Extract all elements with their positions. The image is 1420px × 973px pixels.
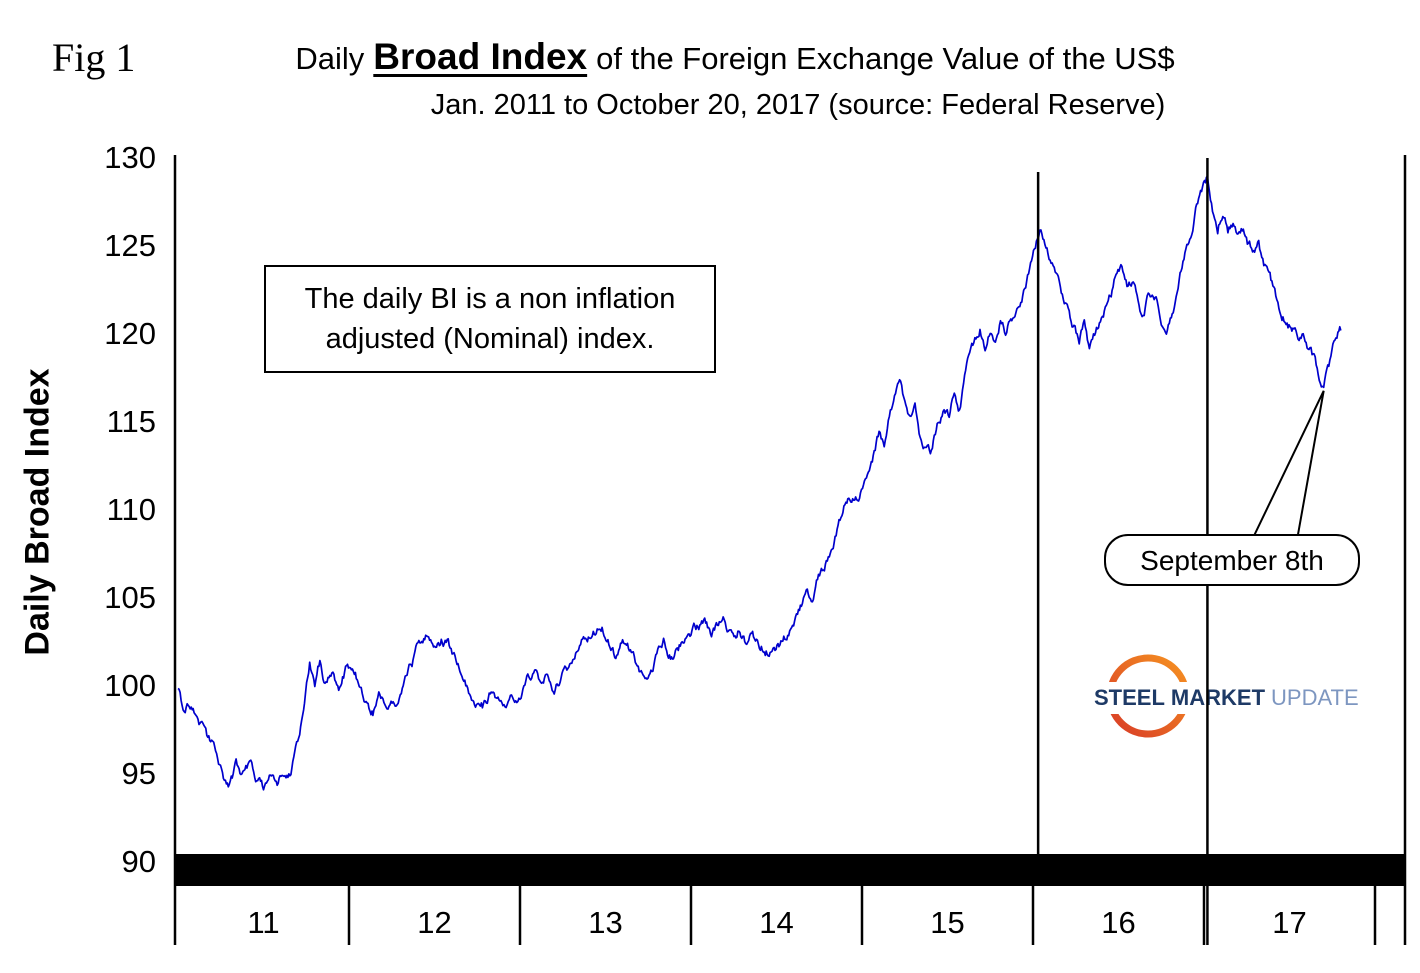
x-tick-label: 14 (759, 905, 794, 940)
x-tick-label: 11 (247, 905, 280, 940)
y-tick-label: 120 (104, 316, 156, 351)
x-tick-label: 15 (930, 905, 965, 940)
logo-word-update: UPDATE (1271, 685, 1359, 710)
note-annotation-box: The daily BI is a non inflation adjusted… (264, 265, 716, 374)
y-tick-label: 110 (106, 492, 156, 527)
y-tick-label: 105 (104, 580, 156, 615)
logo-word-steel: STEEL (1094, 685, 1165, 710)
y-tick-label: 95 (121, 756, 156, 791)
x-tick-label: 13 (588, 905, 623, 940)
y-tick-label: 115 (106, 404, 156, 439)
chart-title-suffix: of the Foreign Exchange Value of the US$ (596, 41, 1175, 76)
y-tick-label: 100 (104, 668, 156, 703)
chart-title: Daily Broad Index of the Foreign Exchange … (295, 36, 1174, 78)
x-tick-label: 17 (1272, 905, 1307, 940)
logo-word-market: MARKET (1170, 685, 1266, 710)
chart-subtitle: Jan. 2011 to October 20, 2017 (source: F… (430, 89, 1166, 121)
callout-bubble-september-8th: September 8th (1104, 534, 1360, 586)
y-tick-label: 130 (104, 140, 156, 175)
steel-market-update-logo: STEEL MARKET UPDATE (1088, 682, 1365, 714)
x-tick-label: 12 (417, 905, 452, 940)
y-tick-label: 125 (104, 228, 156, 263)
x-tick-label: 16 (1101, 905, 1136, 940)
chart-title-emphasis: Broad Index (373, 36, 588, 77)
y-tick-label: 90 (121, 844, 156, 879)
chart-title-prefix: Daily (295, 41, 365, 76)
y-axis-title: Daily Broad Index (18, 368, 57, 656)
fig-number-label: Fig 1 (52, 35, 136, 80)
